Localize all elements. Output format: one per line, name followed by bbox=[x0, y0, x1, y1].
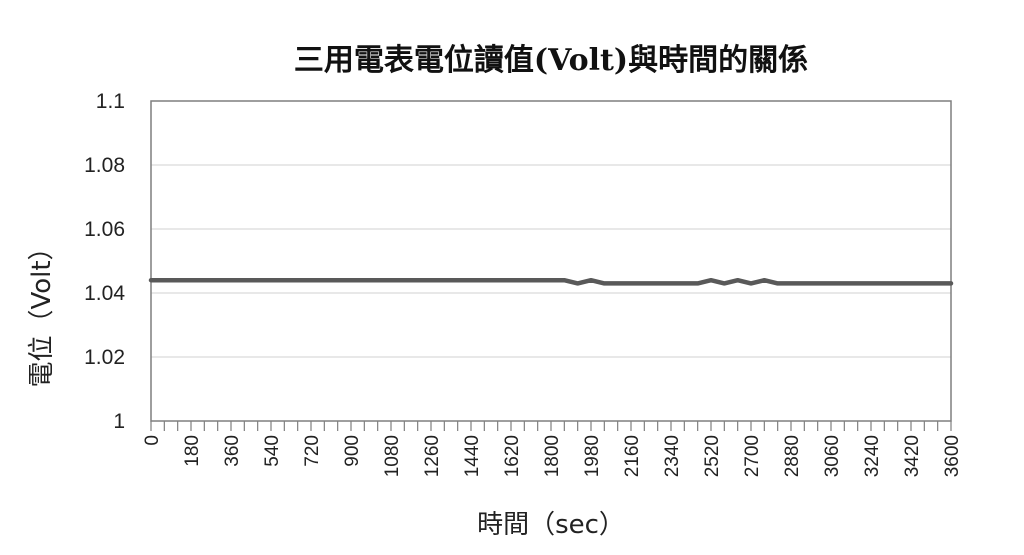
y-tick-label: 1.08 bbox=[84, 154, 125, 177]
x-tick-label: 540 bbox=[262, 435, 283, 467]
x-tick-label: 0 bbox=[142, 435, 163, 446]
y-tick-label: 1.06 bbox=[84, 218, 125, 241]
x-tick-label: 2700 bbox=[742, 435, 763, 477]
y-tick-label: 1.02 bbox=[84, 346, 125, 369]
x-tick-label: 3420 bbox=[902, 435, 923, 477]
y-axis-ticks: 1 1.02 1.04 1.06 1.08 1.1 bbox=[84, 90, 125, 433]
x-tick-label: 2520 bbox=[702, 435, 723, 477]
series-line bbox=[148, 277, 954, 286]
x-tick-label: 900 bbox=[342, 435, 363, 467]
x-tick-label: 720 bbox=[302, 435, 323, 467]
x-tick-label: 1440 bbox=[462, 435, 483, 477]
x-tick-label: 1620 bbox=[502, 435, 523, 477]
x-tick-label: 1800 bbox=[542, 435, 563, 477]
plot-area-frame bbox=[150, 100, 952, 422]
x-tick-label: 2160 bbox=[622, 435, 643, 477]
x-tick-label: 3240 bbox=[862, 435, 883, 477]
x-tick-label: 1980 bbox=[582, 435, 603, 477]
x-tick-label: 2880 bbox=[782, 435, 803, 477]
x-axis-label: 時間（sec） bbox=[477, 510, 625, 540]
x-tick-label: 1260 bbox=[422, 435, 443, 477]
grid-lines bbox=[151, 164, 951, 358]
y-tick-label: 1.1 bbox=[96, 90, 125, 113]
series-layer bbox=[148, 277, 954, 286]
chart-title: 三用電表電位讀值(Volt)與時間的關係 bbox=[294, 43, 808, 78]
x-axis-ticks: 0 180 360 540 720 900 1080 1260 1440 1620 1800 1980… bbox=[142, 421, 963, 477]
x-tick-label: 3060 bbox=[822, 435, 843, 477]
x-tick-label: 1080 bbox=[382, 435, 403, 477]
y-tick-label: 1 bbox=[113, 410, 125, 433]
y-axis-label: 電位（Volt） bbox=[27, 234, 57, 387]
x-tick-label: 180 bbox=[182, 435, 203, 467]
x-tick-label: 3600 bbox=[942, 435, 963, 477]
y-tick-label: 1.04 bbox=[84, 282, 125, 305]
x-tick-label: 2340 bbox=[662, 435, 683, 477]
x-tick-label: 360 bbox=[222, 435, 243, 467]
